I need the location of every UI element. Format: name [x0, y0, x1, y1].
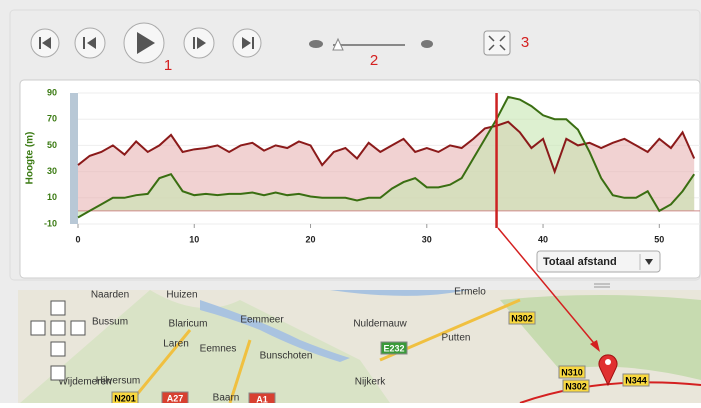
map-label: Nuldernauw	[353, 319, 407, 330]
map-forest	[500, 295, 701, 380]
road-label: N302	[565, 381, 587, 391]
road-badge	[380, 341, 408, 355]
chart: -10 10 30 50 70 90 0 10 20 30 40 50	[44, 87, 700, 244]
annotation: 1	[164, 57, 172, 74]
dropdown-arrow	[645, 259, 653, 265]
pan-left[interactable]	[30, 320, 46, 336]
map-label: Putten	[442, 333, 471, 344]
slow-icon	[309, 40, 323, 48]
x-tick-label: 50	[654, 234, 664, 244]
road-badge	[508, 311, 536, 325]
y-tick-label: -10	[44, 218, 57, 228]
x-tick-label: 20	[306, 234, 316, 244]
map-label: Laren	[163, 339, 189, 350]
y-tick-label: 10	[47, 192, 57, 202]
speed-thumb[interactable]	[332, 37, 344, 51]
road-label: N310	[561, 367, 583, 377]
fullscreen-icon	[488, 35, 506, 51]
fullscreen-button[interactable]	[483, 30, 511, 56]
zoom-in[interactable]	[50, 365, 66, 381]
map-label: Ermelo	[454, 287, 486, 298]
road-label: E232	[383, 343, 404, 353]
line	[77, 95, 696, 219]
map-label: Huizen	[166, 290, 197, 301]
link-arrow-head	[590, 340, 600, 352]
y-axis-title: Hoogte (m)	[25, 132, 36, 185]
axis-bar	[70, 93, 78, 224]
map-marker[interactable]	[598, 354, 618, 387]
dropdown[interactable]	[536, 250, 661, 273]
pan-right[interactable]	[70, 320, 86, 336]
map-water	[200, 300, 350, 362]
y-tick-label: 50	[47, 140, 57, 150]
x-tick-label: 30	[422, 234, 432, 244]
map-label: Baarn	[213, 393, 240, 403]
road-label: A27	[167, 393, 184, 403]
y-tick-label: 30	[47, 166, 57, 176]
marker-dot	[605, 359, 611, 365]
map-water	[330, 290, 470, 296]
x-tick-label: 40	[538, 234, 548, 244]
annotations: 1 2 3	[164, 34, 529, 74]
road-badge	[558, 365, 586, 379]
pan-center[interactable]	[50, 320, 66, 336]
map-label: Eemnes	[200, 344, 237, 355]
map-label: Hilversum	[96, 376, 140, 387]
map-label: Blaricum	[169, 319, 208, 330]
map-label: Nijkerk	[355, 377, 387, 388]
annotation: 3	[521, 34, 529, 51]
map-route	[519, 381, 701, 404]
x-tick-label: 0	[75, 234, 80, 244]
area	[78, 96, 695, 218]
map-label: Eemmeer	[240, 315, 284, 326]
link-arrow	[497, 227, 599, 349]
button-icons	[39, 32, 254, 54]
map-label: Wijdemeren	[58, 377, 111, 388]
map-label: Bussum	[92, 317, 128, 328]
annotation: 2	[370, 52, 378, 69]
map-label: Bunschoten	[260, 351, 313, 362]
y-tick-label: 90	[47, 87, 57, 97]
road-badge	[622, 373, 650, 387]
y-tick-label: 70	[47, 114, 57, 124]
pan-up[interactable]	[50, 300, 66, 316]
road-label: N201	[114, 393, 136, 403]
map-label: Naarden	[91, 290, 129, 301]
road-label: N302	[511, 313, 533, 323]
x-tick-label: 10	[189, 234, 199, 244]
road-label: A1	[256, 394, 268, 403]
map-nav	[30, 300, 86, 381]
dropdown-label: Totaal afstand	[543, 256, 617, 268]
map-land	[20, 290, 390, 403]
line	[77, 120, 696, 175]
road-badge	[562, 379, 590, 393]
map-labels: Naarden Huizen Bussum Blaricum Eemmeer Nulder…	[58, 287, 650, 406]
road-label: N344	[625, 375, 647, 385]
fast-icon	[421, 40, 433, 48]
pan-down[interactable]	[50, 341, 66, 357]
